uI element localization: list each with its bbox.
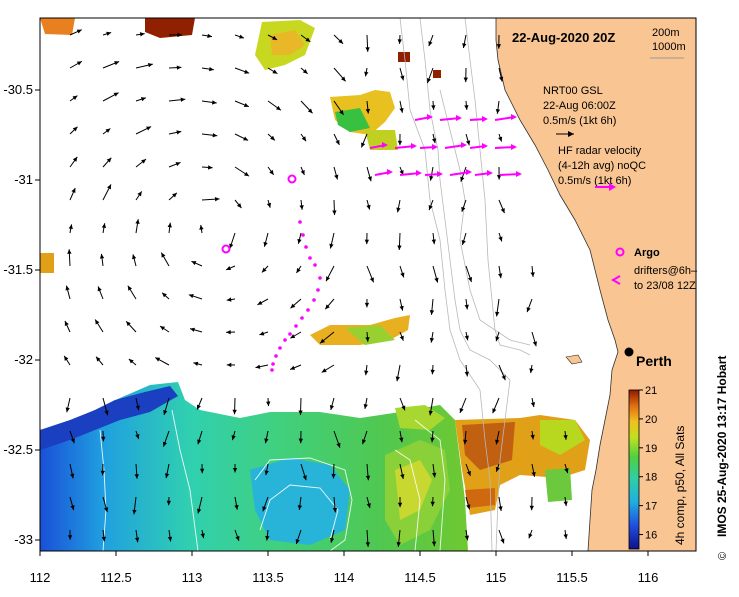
legend-model-speed: 0.5m/s (1kt 6h) [543,115,616,127]
colorbar-label: 4h comp, p50, All Sats [673,426,687,545]
x-axis: 112 112.5 113 113.5 114 114.5 115 115.5 116 [30,551,659,585]
y-axis: -30.5 -31 -31.5 -32 -32.5 -33 [3,82,40,547]
legend-drifter-line1: drifters@6h– [634,265,698,277]
legend-model-date: 22-Aug 06:00Z [543,100,616,112]
colorbar-tick-label: 16 [645,530,657,542]
y-tick-label: -31.5 [3,262,33,277]
map-plot-area: Perth [40,18,696,551]
x-tick-label: 114.5 [404,570,436,585]
perth-label: Perth [636,353,672,369]
x-tick-label: 116 [638,570,659,585]
legend-hf-speed: 0.5m/s (1kt 6h) [558,175,631,187]
legend-argo-label: Argo [634,247,660,259]
copyright-symbol: © [717,552,729,560]
map-title: 22-Aug-2020 20Z [512,30,615,45]
colorbar-tick-label: 17 [645,501,657,513]
colorbar-tick-label: 20 [645,414,657,426]
x-tick-label: 112.5 [100,570,132,585]
x-tick-label: 114 [334,570,355,585]
x-tick-label: 113.5 [252,570,284,585]
colorbar-tick-label: 18 [645,472,657,484]
x-tick-label: 112 [30,570,51,585]
y-tick-label: -33 [14,532,33,547]
legend-hf-title: HF radar velocity [558,145,642,157]
scale-label-200m: 200m [652,27,680,39]
credit-text: IMOS 25-Aug-2020 13:17 Hobart [715,356,729,537]
legend-drifter-line2: to 23/08 12Z [634,280,696,292]
x-tick-label: 115 [486,570,507,585]
y-tick-label: -32 [14,352,33,367]
x-tick-label: 113 [182,570,203,585]
colorbar-tick-label: 19 [645,443,657,455]
legend-hf-subtitle: (4-12h avg) noQC [558,160,646,172]
perth-marker[interactable] [625,348,634,357]
x-tick-label: 115.5 [556,570,588,585]
colorbar-tick-label: 21 [645,385,657,397]
y-tick-label: -30.5 [3,82,33,97]
scale-label-1000m: 1000m [652,41,686,53]
legend-model-name: NRT00 GSL [543,85,603,97]
y-tick-label: -32.5 [3,442,33,457]
y-tick-label: -31 [14,172,33,187]
